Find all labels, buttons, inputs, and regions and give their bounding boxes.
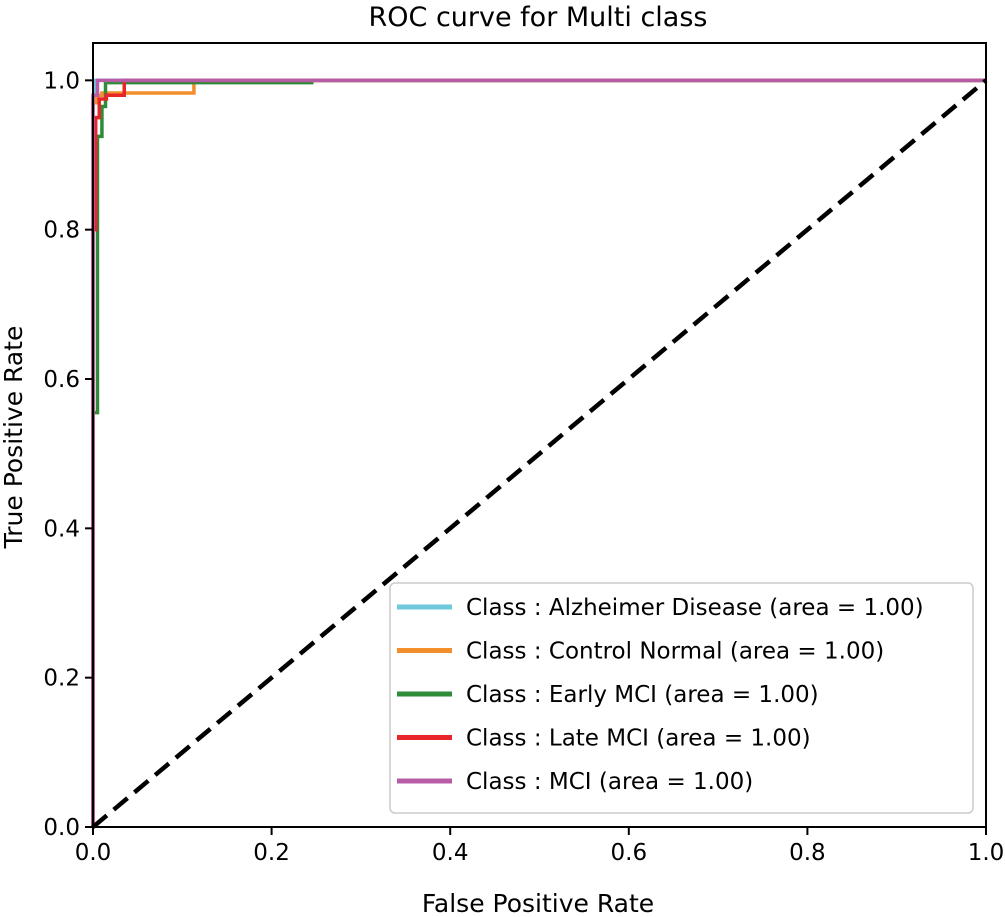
chart-title: ROC curve for Multi class (369, 2, 708, 33)
legend-label-mci: Class : MCI (area = 1.00) (466, 769, 753, 795)
reference-layer (91, 78, 988, 829)
y-tick-label: 0.2 (43, 666, 80, 692)
y-tick-label: 0.0 (43, 815, 80, 841)
y-tick-label: 0.6 (43, 367, 80, 393)
legend-label-early-mci: Class : Early MCI (area = 1.00) (466, 682, 819, 708)
x-axis-ticks: 0.0 0.2 0.4 0.6 0.8 1.0 (75, 827, 1005, 866)
legend: Class : Alzheimer Disease (area = 1.00) C… (389, 582, 974, 814)
y-tick-label: 1.0 (43, 68, 80, 94)
x-tick-label: 0.0 (75, 840, 112, 866)
reference-diagonal-line (91, 78, 988, 829)
plot-area (91, 42, 988, 829)
plot-frame (92, 42, 987, 828)
x-axis-label: False Positive Rate (422, 889, 654, 917)
x-tick-label: 0.2 (253, 840, 290, 866)
series-line-late-mci (91, 78, 986, 827)
y-tick-label: 0.4 (43, 516, 80, 542)
y-tick-label: 0.8 (43, 218, 80, 244)
x-tick-label: 0.6 (611, 840, 648, 866)
legend-label-late-mci: Class : Late MCI (area = 1.00) (466, 726, 811, 752)
legend-label-control-normal: Class : Control Normal (area = 1.00) (466, 639, 884, 665)
y-axis-ticks: 0.0 0.2 0.4 0.6 0.8 1.0 (43, 68, 93, 841)
legend-label-alzheimer-disease: Class : Alzheimer Disease (area = 1.00) (466, 595, 924, 621)
x-tick-label: 0.4 (432, 840, 469, 866)
legend-box (389, 582, 974, 814)
x-tick-label: 0.8 (789, 840, 826, 866)
y-axis-label: True Positive Rate (0, 326, 28, 550)
x-tick-label: 1.0 (968, 840, 1005, 866)
